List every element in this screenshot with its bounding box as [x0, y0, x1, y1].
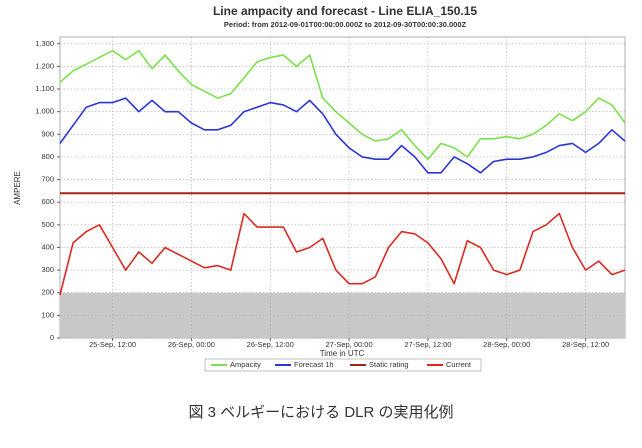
y-tick-label: 100	[41, 310, 54, 319]
series-line	[59, 49, 626, 160]
x-tick-label: 28-Sep, 00:00	[483, 340, 530, 349]
y-tick-label: 1.100	[35, 84, 54, 93]
y-tick-label: 800	[41, 152, 54, 161]
series-line	[59, 97, 626, 174]
x-tick-label: 26-Sep, 00:00	[168, 340, 215, 349]
y-tick-label: 300	[41, 265, 54, 274]
x-tick-label: 28-Sep, 12:00	[562, 340, 609, 349]
legend-box	[204, 358, 482, 372]
legend-label: Current	[446, 360, 472, 369]
y-tick-label: 900	[41, 129, 54, 138]
legend-label: Forecast 1h	[294, 360, 334, 369]
legend-label: Ampacity	[230, 360, 261, 369]
y-tick-label: 600	[41, 197, 54, 206]
y-tick-label: 400	[41, 242, 54, 251]
y-tick-label: 1.200	[35, 61, 54, 70]
y-tick-label: 0	[50, 333, 54, 342]
plot-area	[59, 36, 626, 339]
caption: 図 3 ベルギーにおける DLR の実用化例	[188, 404, 453, 421]
x-tick-label: 25-Sep, 12:00	[89, 340, 136, 349]
x-tick-label: 26-Sep, 12:00	[247, 340, 294, 349]
x-tick-label: 27-Sep, 00:00	[326, 340, 373, 349]
legend-label: Static rating	[369, 360, 409, 369]
y-tick-label: 700	[41, 175, 54, 184]
y-tick-label: 200	[41, 288, 54, 297]
series-line	[59, 212, 626, 296]
shaded-band	[60, 292, 625, 338]
y-tick-label: 1.300	[35, 39, 54, 48]
y-tick-label: 1.000	[35, 107, 54, 116]
x-tick-label: 27-Sep, 12:00	[404, 340, 451, 349]
chart-subtitle: Period: from 2012-09-01T00:00:00.000Z to…	[224, 20, 467, 29]
x-axis-label: Time in UTC	[320, 349, 365, 358]
y-tick-label: 500	[41, 220, 54, 229]
y-axis-label: AMPERE	[13, 171, 22, 205]
chart-title: Line ampacity and forecast - Line ELIA_1…	[213, 4, 477, 18]
